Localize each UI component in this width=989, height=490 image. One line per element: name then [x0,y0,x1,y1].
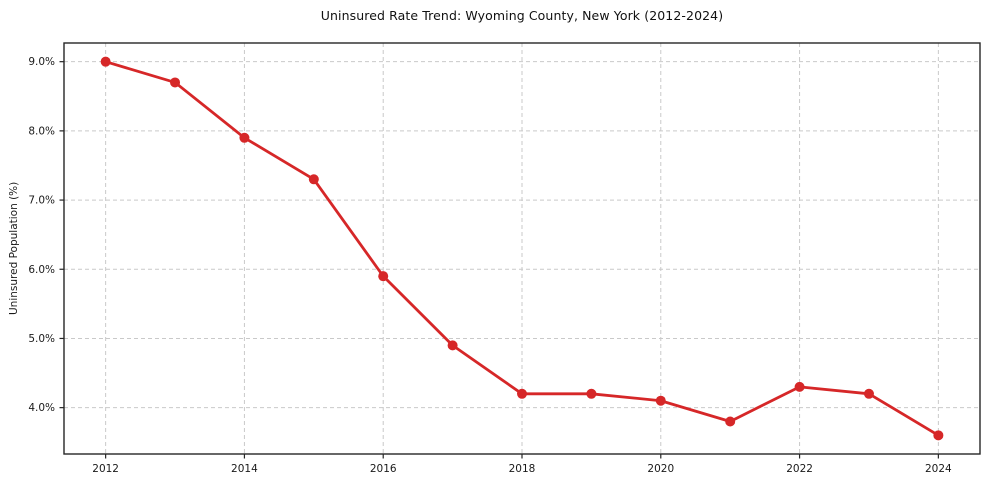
x-tick-label: 2024 [925,463,952,475]
x-tick-label: 2014 [231,463,258,475]
y-tick-label: 5.0% [28,333,55,345]
x-tick-label: 2018 [509,463,536,475]
x-tick-label: 2020 [647,463,674,475]
x-tick-label: 2012 [92,463,119,475]
data-point [239,132,250,143]
data-points [100,56,944,441]
data-point [378,271,389,282]
data-point [655,395,666,406]
tick-labels: 4.0% 5.0% 6.0% 7.0% 8.0% 9.0% 2012 2014 2016 2018… [28,56,952,475]
data-point [725,416,736,427]
data-point [517,388,527,399]
data-point [586,388,597,399]
x-tick-label: 2016 [370,463,397,475]
y-tick-label: 9.0% [28,56,55,68]
data-point [794,381,805,392]
chart-title: Uninsured Rate Trend: Wyoming County, Ne… [320,8,724,23]
data-point [170,77,181,88]
data-point [447,340,458,351]
y-tick-label: 4.0% [28,402,55,414]
y-tick-label: 7.0% [28,195,55,207]
axis-ticks [59,61,939,459]
gridlines [64,43,980,454]
data-point [308,174,319,185]
data-point [933,430,944,441]
data-point [100,56,111,67]
y-tick-label: 8.0% [28,125,55,137]
data-point [863,388,874,399]
y-tick-label: 6.0% [28,264,55,276]
x-tick-label: 2022 [786,463,813,475]
